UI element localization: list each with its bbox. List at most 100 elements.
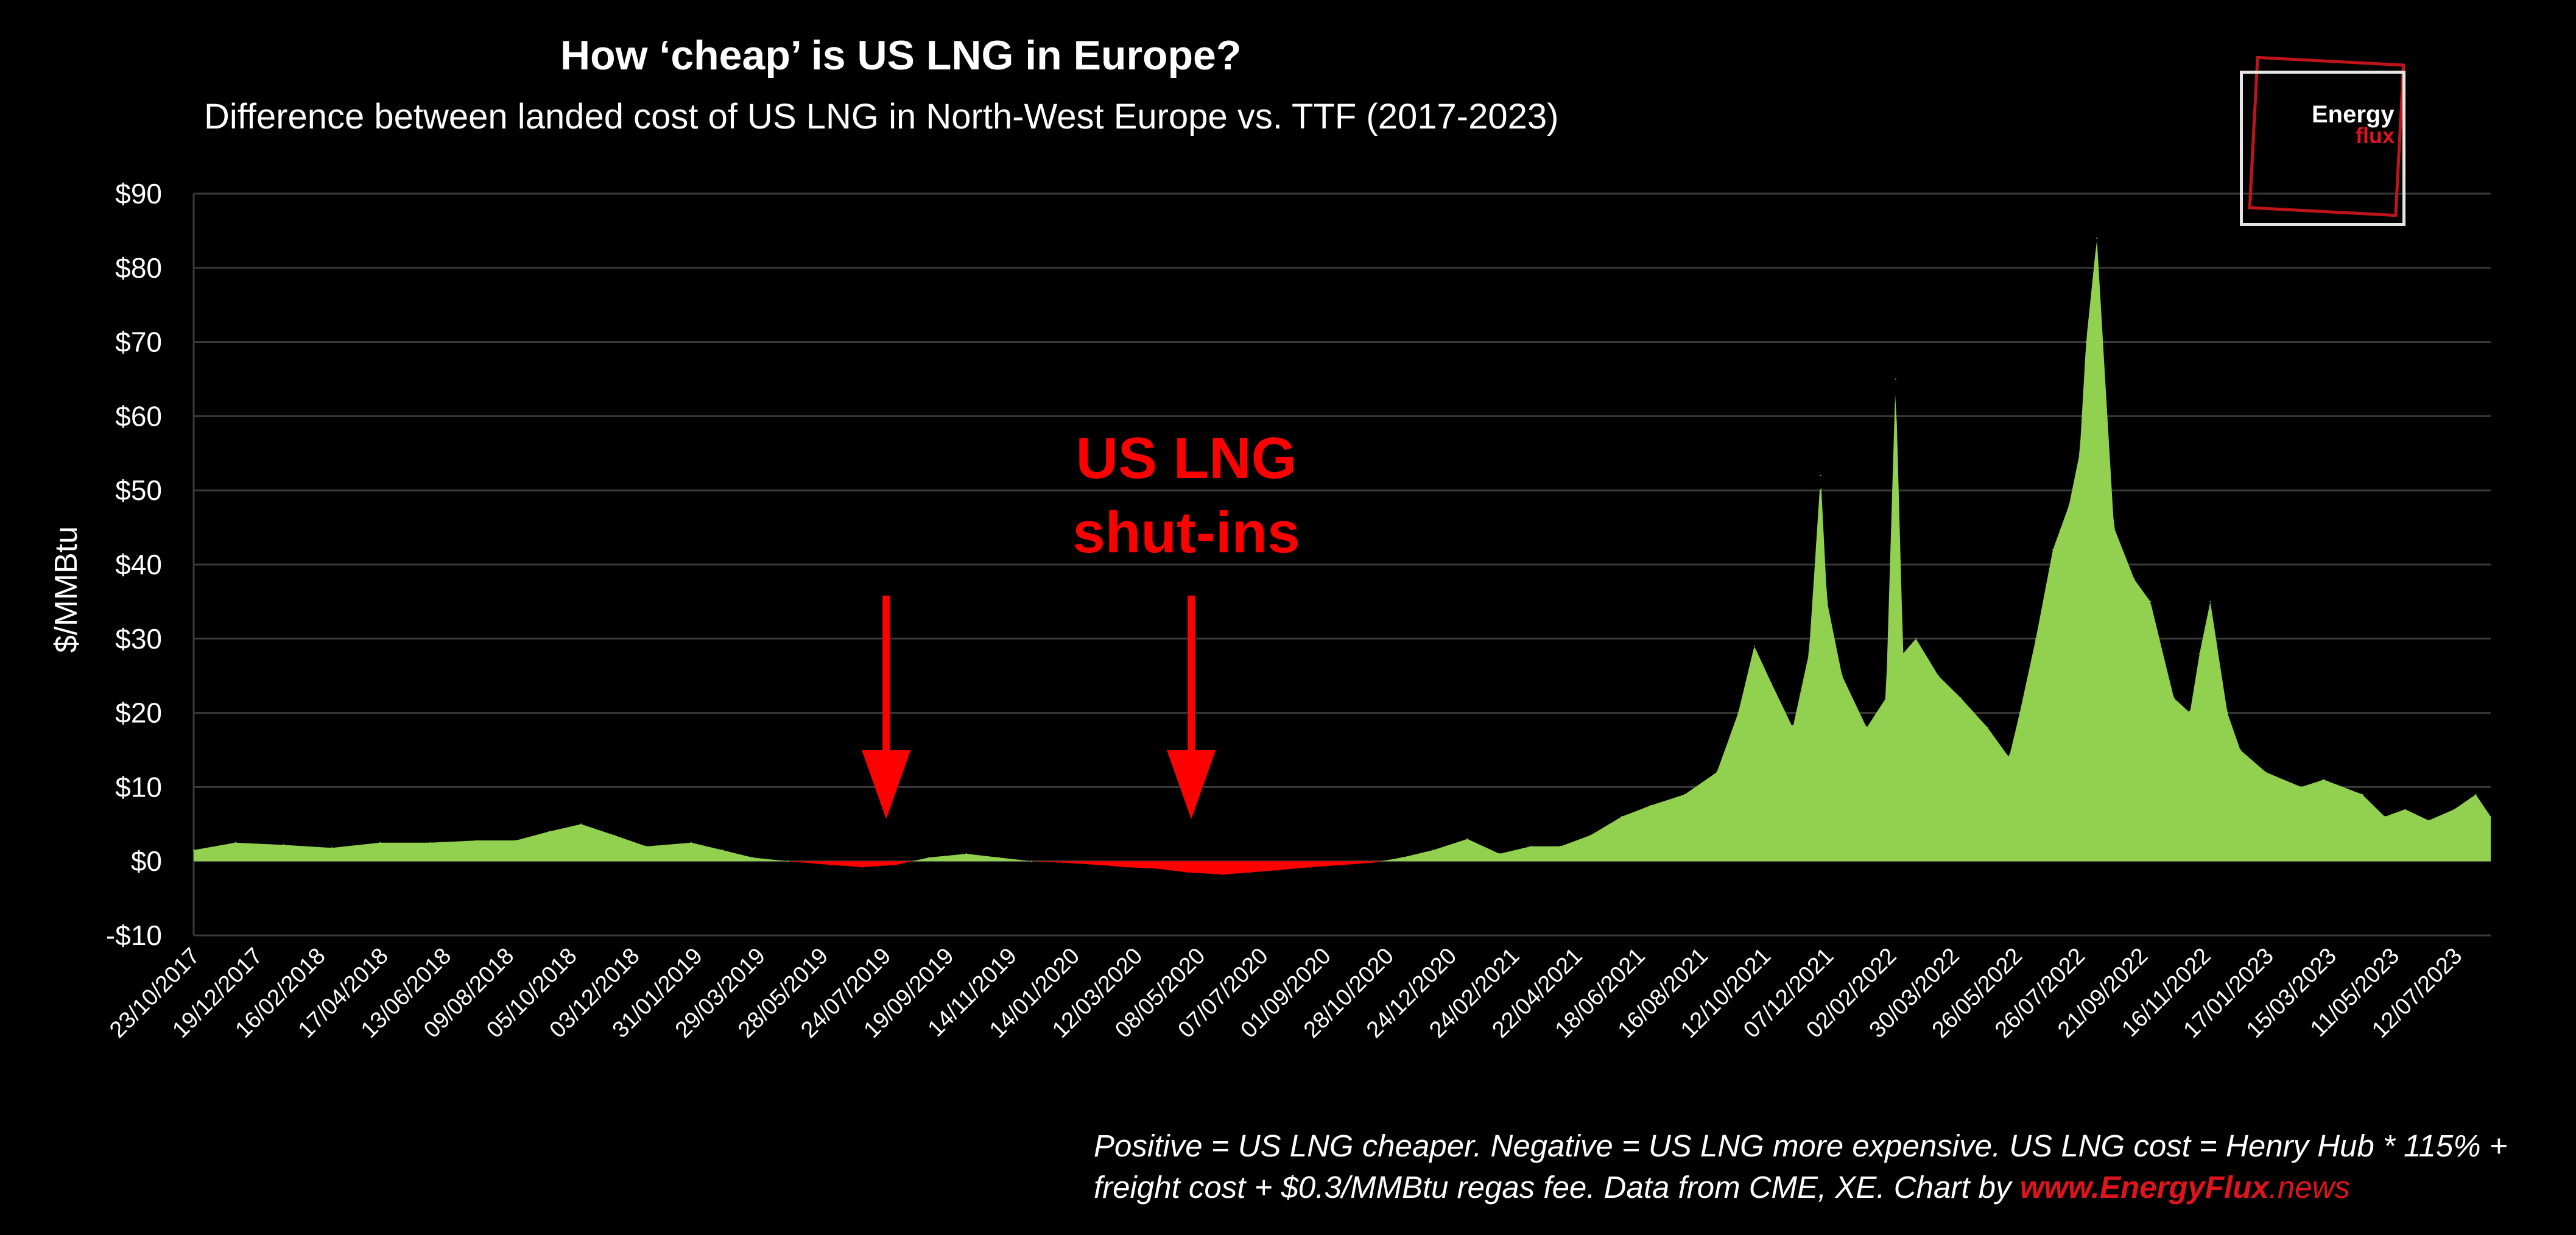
data-point: [2198, 653, 2200, 655]
data-area: [193, 237, 2491, 876]
data-point: [379, 842, 381, 843]
data-point: [2189, 712, 2191, 714]
data-point: [1938, 675, 1940, 677]
data-point: [787, 860, 789, 862]
data-point: [1621, 816, 1622, 818]
data-point: [928, 857, 930, 859]
chart-title: How ‘cheap’ is US LNG in Europe?: [560, 32, 1242, 79]
y-tick-label: $90: [115, 178, 162, 209]
footnote-link[interactable]: www.EnergyFlux.news: [2020, 1170, 2350, 1205]
data-point: [1342, 864, 1344, 866]
data-point: [193, 849, 194, 851]
data-point: [2362, 793, 2363, 795]
y-tick-label: $0: [131, 845, 162, 877]
annotation-text: shut-ins: [1072, 500, 1300, 565]
data-point: [998, 857, 999, 859]
data-point: [2133, 579, 2135, 580]
data-point: [1902, 653, 1904, 655]
y-tick-label: $70: [115, 326, 162, 358]
data-point: [1222, 874, 1223, 876]
x-axis-ticks: 23/10/201719/12/201716/02/201817/04/2018…: [105, 943, 2467, 1043]
data-point: [829, 864, 831, 866]
data-point: [1826, 600, 1828, 602]
data-point: [2173, 697, 2175, 699]
data-point: [2323, 779, 2324, 781]
data-point: [1684, 793, 1686, 795]
data-point: [1866, 727, 1868, 728]
data-point: [1371, 862, 1373, 864]
data-point: [1277, 869, 1279, 871]
data-point: [722, 849, 723, 851]
data-point: [2035, 638, 2036, 639]
data-point: [1499, 853, 1501, 855]
y-tick-label: $20: [115, 697, 162, 729]
data-point: [515, 840, 517, 842]
data-point: [580, 823, 582, 825]
data-point: [966, 853, 968, 855]
annotation-arrow-head: [862, 750, 911, 819]
data-point: [2209, 600, 2211, 602]
data-point: [2404, 808, 2406, 810]
data-point: [2052, 549, 2054, 551]
data-point: [1650, 804, 1652, 806]
data-point: [1716, 772, 1718, 773]
y-tick-label: -$10: [106, 920, 162, 951]
data-point: [1530, 845, 1532, 847]
data-point: [548, 831, 550, 832]
data-point: [1808, 653, 1810, 655]
annotation-arrow-head: [1167, 750, 1216, 819]
data-point: [234, 842, 236, 843]
data-point: [1885, 697, 1887, 699]
chart-subtitle: Difference between landed cost of US LNG…: [204, 97, 1559, 136]
y-tick-label: $50: [115, 474, 162, 506]
data-point: [1895, 378, 1896, 380]
data-point: [1063, 862, 1065, 864]
data-point: [2490, 816, 2491, 818]
data-point: [2265, 772, 2267, 773]
y-tick-label: $10: [115, 771, 162, 803]
data-point: [2226, 712, 2228, 714]
data-point: [2428, 820, 2430, 822]
data-point: [2475, 793, 2477, 795]
data-point: [691, 842, 692, 843]
data-point: [1432, 849, 1434, 851]
data-point: [1589, 834, 1591, 836]
data-point: [331, 847, 333, 849]
data-point: [1125, 866, 1127, 868]
logo-text-flux: flux: [2356, 123, 2395, 148]
footnote-text: Positive = US LNG cheaper. Negative = US…: [1094, 1128, 2508, 1205]
data-point: [2113, 527, 2115, 529]
data-point: [2068, 504, 2070, 506]
data-point: [613, 834, 615, 836]
y-tick-label: $30: [115, 623, 162, 655]
data-point: [646, 845, 647, 847]
energyflux-logo[interactable]: Energy flux: [2240, 54, 2405, 226]
y-axis-label: $/MMBtu: [49, 526, 84, 653]
footnote-link-bold: EnergyFlux: [2099, 1170, 2269, 1205]
data-point: [1250, 871, 1252, 873]
negative-area: [194, 861, 2491, 875]
data-point: [1560, 845, 1561, 847]
data-point: [1987, 727, 1988, 728]
logo-white-frame: [2240, 71, 2405, 226]
y-tick-label: $60: [115, 400, 162, 432]
data-point: [1156, 868, 1158, 870]
footnote-link-prefix: www.: [2019, 1170, 2100, 1205]
footnote: Positive = US LNG cheaper. Negative = US…: [1094, 1125, 2555, 1208]
data-point: [2300, 786, 2302, 788]
data-point: [1792, 727, 1793, 728]
data-point: [751, 857, 753, 859]
data-point: [1960, 697, 1962, 699]
y-axis-ticks: -$10 $0 $10 $20 $30 $40 $50 $60 $70 $80 $90: [106, 178, 162, 951]
shut-ins-annotation: US LNG shut-ins: [862, 426, 1300, 819]
annotation-text: US LNG: [1076, 426, 1297, 491]
y-tick-label: $80: [115, 252, 162, 284]
data-point: [862, 866, 864, 868]
data-point: [2079, 452, 2081, 454]
data-point: [1031, 860, 1033, 862]
data-point: [1770, 682, 1772, 684]
data-point: [1466, 838, 1468, 840]
data-point: [2239, 749, 2241, 751]
positive-area: [194, 240, 2491, 862]
